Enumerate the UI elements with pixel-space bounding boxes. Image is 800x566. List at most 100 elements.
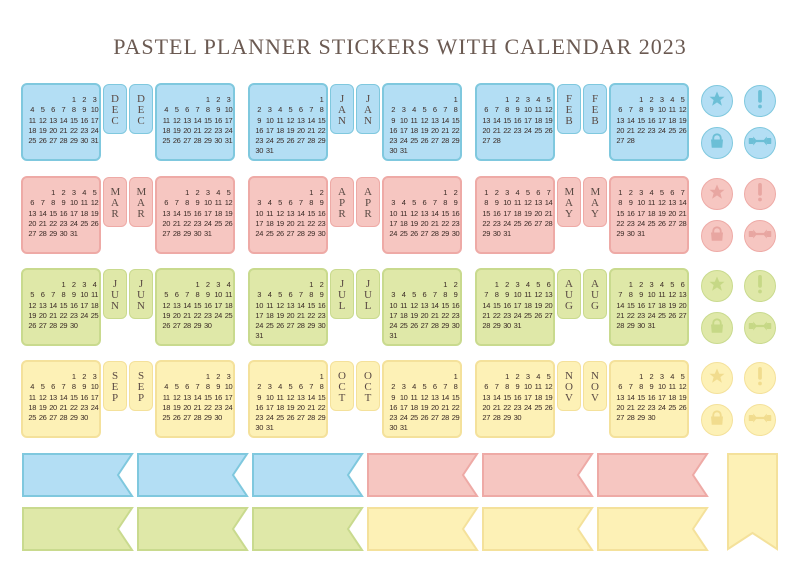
day-number: 20 — [28, 218, 36, 228]
empty-cell — [296, 372, 306, 382]
day-number: 25 — [162, 413, 170, 423]
empty-cell — [254, 280, 264, 290]
day-number: 30 — [451, 321, 460, 331]
day-number: 21 — [441, 402, 449, 412]
day-number: 28 — [492, 413, 501, 423]
day-number: 30 — [69, 321, 78, 331]
day-number: 21 — [430, 310, 439, 320]
day-number: 21 — [441, 125, 449, 135]
day-number: 1 — [309, 280, 314, 289]
day-number: 3 — [92, 95, 97, 104]
day-number: 24 — [214, 310, 222, 320]
day-number: 23 — [193, 218, 202, 228]
empty-cell — [625, 95, 635, 105]
day-number: 5 — [422, 382, 427, 392]
day-number: 24 — [389, 229, 397, 239]
day-number: 15 — [637, 392, 645, 402]
day-number: 9 — [453, 290, 458, 300]
month-tab-sep: SEP — [103, 361, 127, 411]
day-number: 18 — [80, 208, 88, 218]
day-number: 12 — [28, 300, 36, 310]
month-tab-dec: DEC — [129, 84, 153, 134]
day-number: 21 — [172, 218, 181, 228]
month-label: MAY — [590, 186, 601, 220]
day-number: 10 — [224, 105, 233, 115]
calendar-grid: 1 2 3 4 5 6 7 8 9 10 11 12 13 14 15 16 17 18 19 20 21 22 23 24 2… — [27, 280, 100, 331]
day-number: 24 — [637, 218, 645, 228]
day-number: 7 — [618, 290, 623, 300]
day-number: 13 — [162, 208, 170, 218]
day-number: 11 — [400, 208, 408, 218]
day-number: 18 — [265, 218, 274, 228]
round-sticker — [701, 404, 733, 436]
day-number: 16 — [214, 115, 222, 125]
month-label: FEB — [591, 93, 599, 127]
empty-cell — [37, 188, 47, 198]
day-number: 5 — [40, 382, 45, 392]
empty-cell — [192, 372, 202, 382]
day-number: 23 — [389, 413, 397, 423]
day-number: 7 — [61, 382, 66, 392]
month-tab-jan: JAN — [356, 84, 380, 134]
day-number: 17 — [224, 392, 233, 402]
day-number: 17 — [399, 125, 408, 135]
day-number: 9 — [649, 105, 654, 115]
day-number: 27 — [49, 136, 57, 146]
day-number: 9 — [216, 382, 221, 392]
day-number: 11 — [266, 300, 274, 310]
day-number: 7 — [195, 105, 200, 115]
empty-cell — [192, 95, 202, 105]
day-number: 15 — [69, 392, 78, 402]
day-number: 11 — [524, 290, 532, 300]
day-number: 4 — [278, 382, 282, 392]
month-tab-nov: NOV — [557, 361, 581, 411]
round-sticker — [701, 85, 733, 117]
day-number: 2 — [515, 95, 520, 104]
day-number: 9 — [61, 198, 66, 208]
day-number: 14 — [441, 392, 449, 402]
calendar-grid: 1 2 3 4 5 6 7 8 9 10 11 12 13 14 15 16 17 18 19 20 21 22 23 24 2… — [481, 95, 554, 146]
day-number: 20 — [38, 310, 47, 320]
day-number: 3 — [659, 95, 664, 104]
day-number: 1 — [51, 188, 55, 197]
flag-banner-sticker — [597, 507, 709, 556]
empty-cell — [182, 280, 192, 290]
day-number: 8 — [484, 198, 489, 208]
day-number: 26 — [162, 321, 170, 331]
day-number: 9 — [649, 382, 654, 392]
calendar-block-nov: 1 2 3 4 5 6 7 8 9 10 11 12 13 14 15 16 17 18 19 20 21 22 23 24 2… — [609, 360, 689, 438]
dumbbell-icon — [748, 319, 772, 338]
day-number: 14 — [616, 300, 624, 310]
day-number: 9 — [216, 105, 221, 115]
day-number: 26 — [657, 218, 666, 228]
day-number: 13 — [420, 300, 429, 310]
day-number: 19 — [224, 208, 233, 218]
calendar-block-sep: 1 2 3 4 5 6 7 8 9 10 11 12 13 14 15 16 17 18 19 20 21 22 23 24 2… — [155, 360, 235, 438]
day-number: 2 — [216, 372, 221, 381]
day-number: 23 — [647, 125, 656, 135]
day-number: 18 — [276, 402, 284, 412]
day-number: 28 — [441, 136, 449, 146]
day-number: 23 — [203, 310, 212, 320]
day-number: 25 — [534, 402, 542, 412]
empty-cell — [419, 280, 429, 290]
day-number: 17 — [513, 300, 522, 310]
day-number: 24 — [389, 321, 397, 331]
day-number: 15 — [451, 115, 460, 125]
day-number: 23 — [214, 125, 222, 135]
day-number: 3 — [267, 382, 272, 392]
day-number: 22 — [317, 402, 326, 412]
day-number: 1 — [71, 95, 76, 104]
day-number: 5 — [40, 105, 45, 115]
day-number: 6 — [174, 290, 179, 300]
day-number: 1 — [494, 280, 499, 289]
day-number: 9 — [515, 105, 520, 115]
day-number: 28 — [38, 229, 47, 239]
day-number: 15 — [441, 300, 449, 310]
day-number: 10 — [389, 208, 397, 218]
day-number: 26 — [410, 229, 418, 239]
day-number: 15 — [503, 115, 511, 125]
day-number: 12 — [668, 290, 676, 300]
day-number: 23 — [69, 310, 78, 320]
day-number: 28 — [678, 218, 687, 228]
